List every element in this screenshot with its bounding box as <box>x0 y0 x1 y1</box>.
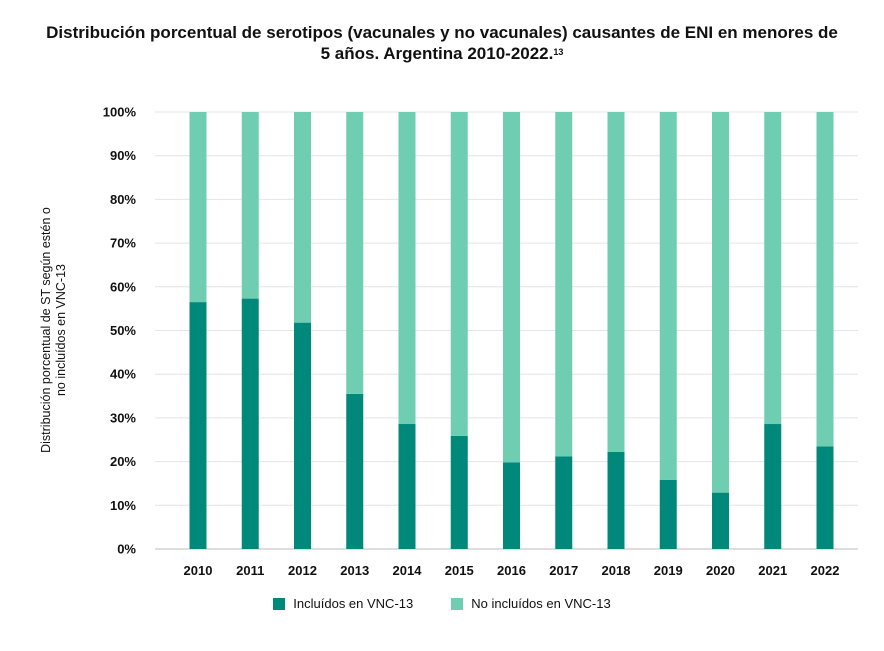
legend-swatch-incluidos <box>273 597 286 610</box>
bar-no-incluidos <box>189 112 207 303</box>
bar-incluidos <box>607 451 625 549</box>
x-tick-label: 2015 <box>445 563 474 578</box>
y-tick-label: 100% <box>103 105 137 120</box>
y-tick-label: 30% <box>110 410 136 425</box>
bar-no-incluidos <box>346 112 364 394</box>
y-tick-label: 40% <box>110 367 136 382</box>
y-tick-label: 50% <box>110 323 136 338</box>
bar-no-incluidos <box>450 112 468 436</box>
x-tick-label: 2011 <box>236 563 264 578</box>
bar-no-incluidos <box>764 112 782 425</box>
bar-incluidos <box>555 456 573 549</box>
y-tick-label: 60% <box>110 279 136 294</box>
bar-incluidos <box>659 479 677 549</box>
bar-no-incluidos <box>294 112 311 323</box>
bar-no-incluidos <box>398 112 416 425</box>
bar-no-incluidos <box>555 112 573 457</box>
chart-title: Distribución porcentual de serotipos (va… <box>46 23 838 63</box>
bar-no-incluidos <box>659 112 677 480</box>
bar-no-incluidos <box>503 112 520 463</box>
x-tick-label: 2014 <box>393 563 423 578</box>
x-tick-label: 2020 <box>706 563 735 578</box>
x-tick-label: 2017 <box>549 563 578 578</box>
bar-incluidos <box>241 298 259 549</box>
x-tick-label: 2016 <box>497 563 526 578</box>
legend-label-incluidos: Incluídos en VNC-13 <box>293 596 414 611</box>
bar-no-incluidos <box>712 112 729 493</box>
bar-incluidos <box>503 462 520 549</box>
y-tick-label: 0% <box>117 542 136 557</box>
bar-incluidos <box>294 322 311 549</box>
legend-item-incluidos: Incluídos en VNC-13 <box>273 596 413 611</box>
bar-incluidos <box>189 302 207 549</box>
x-tick-label: 2012 <box>288 563 317 578</box>
title-footnote: 13 <box>553 47 564 57</box>
y-axis-ticks: 0% 10% 20% 30% 40% 50% 60% 70% 80% 90% 100% <box>103 105 137 557</box>
x-tick-label: 2013 <box>340 563 369 578</box>
y-tick-label: 90% <box>110 148 136 163</box>
bar-no-incluidos <box>607 112 625 452</box>
y-tick-label: 20% <box>110 454 136 469</box>
x-tick-label: 2018 <box>602 563 631 578</box>
legend-label-no-incluidos: No incluídos en VNC-13 <box>471 596 611 611</box>
bar-no-incluidos <box>241 112 259 299</box>
bar-incluidos <box>816 446 834 549</box>
y-tick-label: 70% <box>110 236 136 251</box>
bar-incluidos <box>450 435 468 549</box>
x-tick-label: 2019 <box>654 563 683 578</box>
x-tick-label: 2010 <box>184 563 213 578</box>
legend-item-no-incluidos: No incluídos en VNC-13 <box>451 596 611 611</box>
y-tick-label: 80% <box>110 192 136 207</box>
bar-no-incluidos <box>816 112 834 447</box>
y-tick-label: 10% <box>110 498 136 513</box>
bar-incluidos <box>398 424 416 549</box>
legend-swatch-no-incluidos <box>451 597 464 610</box>
bar-incluidos <box>764 424 782 549</box>
bar-incluidos <box>346 393 364 549</box>
x-tick-label: 2021 <box>758 563 787 578</box>
bars <box>189 112 834 549</box>
bar-incluidos <box>712 492 729 549</box>
x-axis-ticks: 2010 2011 2012 2013 2014 2015 2016 2017 2018 2019… <box>184 563 840 578</box>
legend: Incluídos en VNC-13 No incluídos en VNC-… <box>0 596 884 611</box>
x-tick-label: 2022 <box>811 563 840 578</box>
